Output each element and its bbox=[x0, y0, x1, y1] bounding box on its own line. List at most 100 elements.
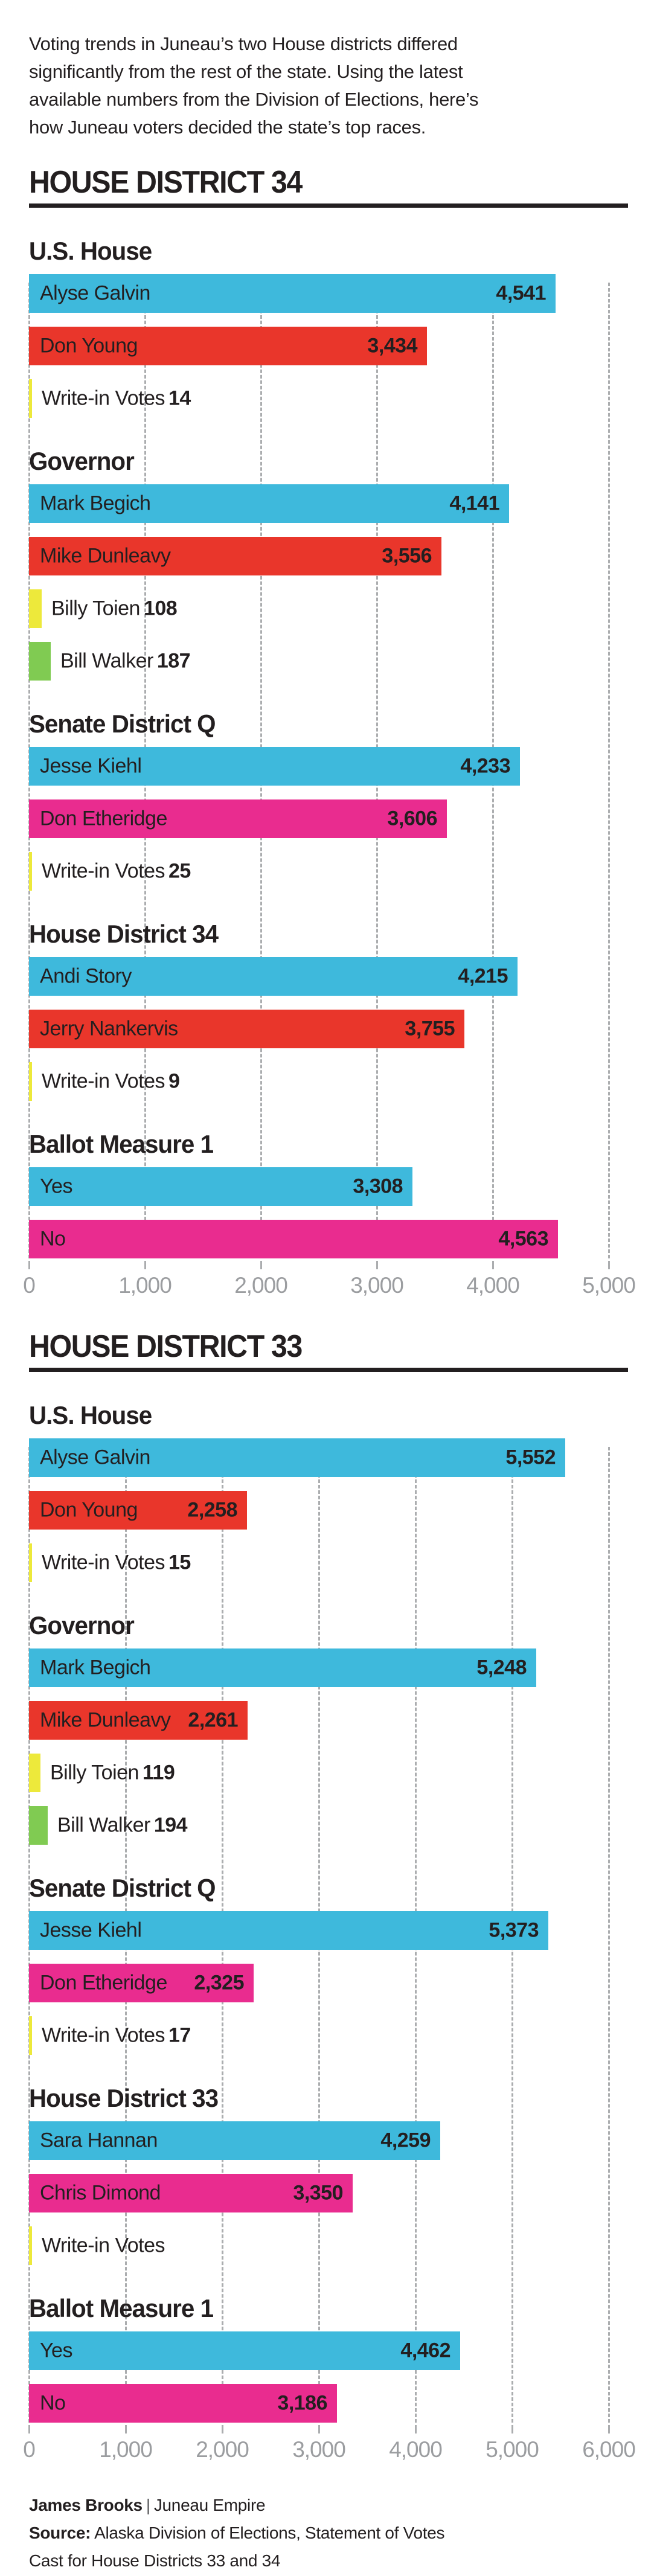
footer: James Brooks | Juneau Empire Source: Alask… bbox=[29, 2491, 625, 2575]
bar bbox=[29, 1806, 48, 1845]
bar-outside-label: Bill Walker 194 bbox=[57, 1813, 188, 1837]
race-section: House District 33 Sara Hannan 4,259 Chris D… bbox=[29, 2084, 628, 2265]
axis-label: 0 bbox=[23, 2437, 36, 2462]
bar: Mike Dunleavy 3,556 bbox=[29, 537, 441, 575]
bar: Don Young 3,434 bbox=[29, 327, 427, 365]
bar-row: Write-in Votes 17 bbox=[29, 2016, 628, 2055]
bar: Yes 3,308 bbox=[29, 1167, 412, 1206]
race-title: House District 33 bbox=[29, 2084, 219, 2112]
intro-text: Voting trends in Juneau’s two House dist… bbox=[29, 33, 479, 138]
bar-label: Bill Walker bbox=[57, 1813, 150, 1837]
bar-outside-label: Write-in Votes 14 bbox=[42, 387, 191, 411]
axis-tick bbox=[125, 2425, 127, 2433]
race-section: Senate District Q Jesse Kiehl 5,373 Don Eth… bbox=[29, 1874, 628, 2055]
bar-value: 5,373 bbox=[489, 1918, 539, 1942]
bar: Don Etheridge 2,325 bbox=[29, 1964, 254, 2002]
bar-value: 3,308 bbox=[353, 1174, 403, 1198]
bar-label: Yes bbox=[40, 1174, 72, 1198]
bar-label: Sara Hannan bbox=[40, 2129, 158, 2152]
axis-tick bbox=[222, 2425, 223, 2433]
bar-value: 119 bbox=[142, 1761, 175, 1784]
bar-outside-label: Write-in Votes 15 bbox=[42, 1551, 191, 1575]
bar-row: Write-in Votes bbox=[29, 2226, 628, 2265]
bar-outside-label: Billy Toien 119 bbox=[50, 1761, 175, 1785]
bar-row: Write-in Votes 9 bbox=[29, 1062, 628, 1101]
bar-label: Mike Dunleavy bbox=[40, 544, 171, 568]
bar: No 3,186 bbox=[29, 2384, 337, 2423]
district-section: HOUSE DISTRICT 34 U.S. House Alyse Galvin 4… bbox=[23, 164, 636, 1306]
bar-outside-label: Write-in Votes 25 bbox=[42, 860, 191, 883]
bar-row: Bill Walker 187 bbox=[29, 642, 628, 681]
bar: No 4,563 bbox=[29, 1220, 558, 1258]
bar: Mark Begich 4,141 bbox=[29, 484, 509, 523]
bar-label: No bbox=[40, 2391, 66, 2415]
bar-value: 4,215 bbox=[458, 964, 508, 988]
axis-tick bbox=[511, 2425, 513, 2433]
bar-label: Andi Story bbox=[40, 964, 132, 988]
bar-row: Don Etheridge 2,325 bbox=[29, 1964, 628, 2002]
bar-value: 4,541 bbox=[496, 281, 546, 305]
bar-value: 2,261 bbox=[188, 1708, 238, 1732]
bar: Jesse Kiehl 5,373 bbox=[29, 1911, 548, 1950]
bar-row: No 3,186 bbox=[29, 2384, 628, 2423]
axis-label: 0 bbox=[23, 1273, 36, 1298]
bar-value: 194 bbox=[153, 1813, 188, 1837]
byline-separator: | bbox=[146, 2496, 150, 2514]
bar-row: Yes 4,462 bbox=[29, 2331, 628, 2370]
bar-value: 4,563 bbox=[498, 1227, 548, 1251]
bar: Don Etheridge 3,606 bbox=[29, 799, 447, 838]
bar: Don Young 2,258 bbox=[29, 1491, 247, 1530]
bar-row: Bill Walker 194 bbox=[29, 1806, 628, 1845]
bar bbox=[29, 2016, 32, 2055]
source-text: Alaska Division of Elections, Statement … bbox=[94, 2523, 445, 2542]
source-line: Source: Alaska Division of Elections, St… bbox=[29, 2519, 625, 2547]
bar-value: 2,258 bbox=[187, 1498, 237, 1522]
bar bbox=[29, 1062, 32, 1101]
district-rule bbox=[29, 203, 628, 208]
axis-label: 4,000 bbox=[389, 2437, 443, 2462]
bar-label: Don Etheridge bbox=[40, 807, 167, 830]
race-section: House District 34 Andi Story 4,215 Jerry Na… bbox=[29, 920, 628, 1101]
bar-label: Jesse Kiehl bbox=[40, 1918, 142, 1942]
bar-value: 3,186 bbox=[277, 2391, 327, 2415]
bar-value: 9 bbox=[168, 1069, 180, 1093]
axis-tick bbox=[492, 1261, 494, 1269]
axis-label: 2,000 bbox=[196, 2437, 249, 2462]
bar-label: Chris Dimond bbox=[40, 2181, 161, 2205]
bar: Jesse Kiehl 4,233 bbox=[29, 747, 520, 786]
axis-label: 2,000 bbox=[234, 1273, 288, 1298]
bar-row: Andi Story 4,215 bbox=[29, 957, 628, 996]
race-section: Senate District Q Jesse Kiehl 4,233 Don Eth… bbox=[29, 710, 628, 891]
bar-row: Mark Begich 5,248 bbox=[29, 1648, 628, 1687]
bar-label: Write-in Votes bbox=[42, 2234, 165, 2257]
page-root: { "intro_lines": "Voting trends in Junea… bbox=[0, 30, 654, 2576]
axis-tick bbox=[28, 1261, 30, 1269]
gridline bbox=[608, 283, 610, 1258]
bar-value: 3,606 bbox=[387, 807, 437, 830]
bar-row: Mark Begich 4,141 bbox=[29, 484, 628, 523]
district-title: HOUSE DISTRICT 33 bbox=[29, 1329, 303, 1364]
bar-outside-label: Write-in Votes 9 bbox=[42, 1069, 180, 1094]
bar-outside-label: Billy Toien 108 bbox=[51, 597, 178, 621]
bar-label: Billy Toien bbox=[50, 1761, 139, 1784]
race-title: Senate District Q bbox=[29, 710, 216, 738]
axis-label: 5,000 bbox=[486, 2437, 539, 2462]
race-section: U.S. House Alyse Galvin 5,552 Don Young 2,25… bbox=[29, 1401, 628, 1582]
axis-label: 3,000 bbox=[292, 2437, 346, 2462]
bar-row: Billy Toien 119 bbox=[29, 1754, 628, 1792]
axis-tick bbox=[28, 2425, 30, 2433]
bar-label: Jerry Nankervis bbox=[40, 1017, 178, 1040]
bar-outside-label: Write-in Votes 17 bbox=[42, 2024, 191, 2048]
bar-label: Yes bbox=[40, 2339, 72, 2362]
bar bbox=[29, 589, 42, 628]
bar-label: Jesse Kiehl bbox=[40, 754, 142, 778]
race-section: Ballot Measure 1 Yes 4,462 No 3,186 bbox=[29, 2294, 628, 2423]
bar-outside-label: Bill Walker 187 bbox=[60, 650, 191, 673]
bar-row: Write-in Votes 15 bbox=[29, 1543, 628, 1582]
byline-org: Juneau Empire bbox=[153, 2496, 266, 2514]
bar-row: Chris Dimond 3,350 bbox=[29, 2174, 628, 2212]
district-title: HOUSE DISTRICT 34 bbox=[29, 165, 303, 200]
bar-value: 5,552 bbox=[505, 1446, 556, 1469]
bar-label: Don Etheridge bbox=[40, 1971, 167, 1994]
bar-row: Don Etheridge 3,606 bbox=[29, 799, 628, 838]
